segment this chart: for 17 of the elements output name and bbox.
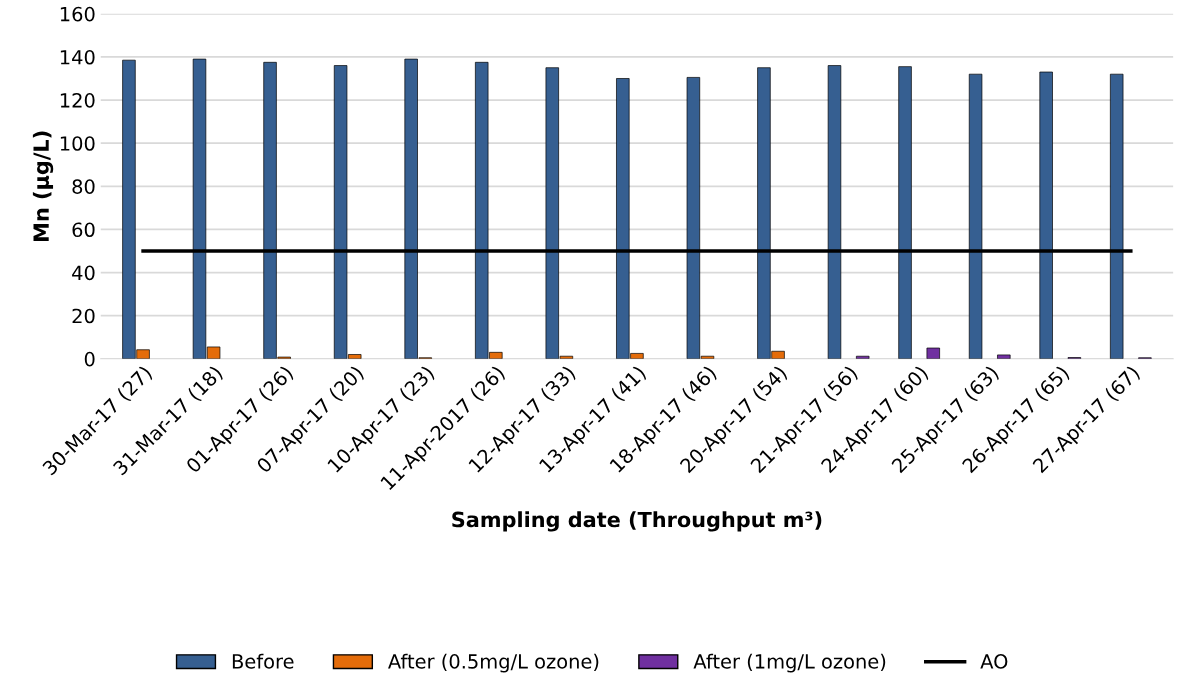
y-tick-label: 20 xyxy=(72,308,95,324)
y-tick-label: 40 xyxy=(72,265,95,281)
y-tick-label: 80 xyxy=(72,179,95,194)
y-tick-label: 100 xyxy=(60,136,95,151)
y-axis-title: Mn (µg/L) xyxy=(32,131,54,241)
y-tick-label: 160 xyxy=(60,6,95,22)
x-axis-title: Sampling date (Throughput m³) xyxy=(452,511,822,532)
y-tick-label: 60 xyxy=(72,222,95,238)
legend-label: AO xyxy=(980,654,1008,669)
y-tick-label: 140 xyxy=(60,49,95,65)
legend-label: After (1mg/L ozone) xyxy=(693,653,886,673)
y-tick-label: 120 xyxy=(60,93,95,108)
bar xyxy=(926,347,940,359)
bar xyxy=(997,354,1011,359)
legend-label: Before xyxy=(232,653,294,669)
legend-label: After (0.5mg/L ozone) xyxy=(388,653,599,673)
y-tick-label: 0 xyxy=(84,351,95,367)
